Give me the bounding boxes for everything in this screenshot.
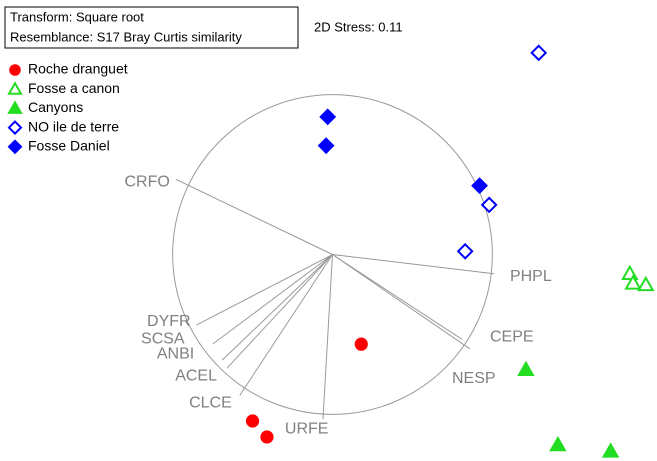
- vector-label: DYFR: [147, 313, 191, 330]
- vector: [332, 254, 495, 275]
- stress-label: 2D Stress: 0.11: [314, 19, 403, 34]
- vector: [196, 254, 333, 326]
- vector-label: CRFO: [125, 173, 170, 190]
- vector-label: PHPL: [510, 268, 552, 285]
- transform-label: Transform: Square root: [10, 9, 144, 24]
- vector-label: NESP: [452, 370, 496, 387]
- point: [317, 137, 335, 155]
- vector-label: SCSA: [141, 330, 185, 347]
- legend-label: Canyons: [28, 99, 83, 115]
- vector-label: URFE: [285, 421, 329, 438]
- point: [260, 430, 274, 444]
- vector: [226, 254, 333, 369]
- resemblance-label: Resemblance: S17 Bray Curtis similarity: [10, 29, 242, 44]
- point: [530, 44, 548, 62]
- point: [637, 275, 655, 292]
- vector: [221, 254, 333, 361]
- point: [471, 177, 488, 195]
- correlation-circle: [172, 94, 493, 415]
- legend-label: Fosse Daniel: [28, 138, 110, 154]
- legend-marker: [7, 81, 23, 95]
- vector: [332, 254, 463, 340]
- vector: [175, 178, 333, 255]
- point: [549, 435, 567, 452]
- legend-label: Fosse a canon: [28, 80, 120, 96]
- vector-label: ACEL: [175, 367, 217, 384]
- legend-marker: [7, 100, 23, 114]
- vector-label: CLCE: [189, 395, 232, 412]
- vector-label: ANBI: [157, 345, 194, 362]
- vector-label: CEPE: [490, 329, 534, 346]
- point: [517, 360, 535, 377]
- legend-label: Roche dranguet: [28, 61, 128, 77]
- legend-marker: [9, 64, 21, 76]
- vector: [239, 254, 333, 396]
- point: [456, 242, 474, 260]
- point: [245, 414, 260, 428]
- point: [354, 337, 368, 351]
- info-box: [4, 6, 299, 49]
- legend-marker: [7, 139, 23, 155]
- point: [624, 274, 642, 290]
- point: [480, 196, 498, 214]
- point: [621, 264, 639, 280]
- point: [601, 442, 620, 458]
- legend-marker: [7, 120, 23, 136]
- legend-label: NO ile de terre: [28, 118, 119, 134]
- vector: [212, 254, 333, 345]
- vector: [332, 254, 471, 350]
- point: [319, 108, 337, 126]
- vector: [322, 254, 333, 420]
